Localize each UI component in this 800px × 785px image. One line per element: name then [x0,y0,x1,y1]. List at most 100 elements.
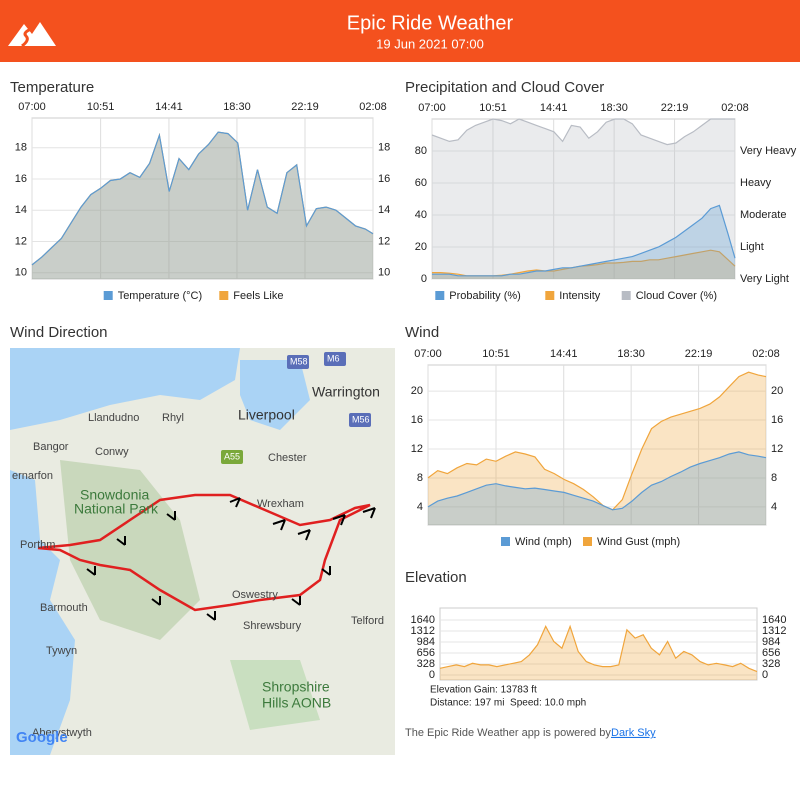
legend-label: Temperature (°C) [118,290,202,302]
map-label: Aberystwyth [32,727,92,739]
x-tick-label: 07:00 [18,101,46,113]
legend-swatch [583,537,592,546]
chart-title: Wind [405,324,439,341]
x-tick-label: 07:00 [414,348,442,360]
map-label: M58 [290,356,308,366]
chart-title: Temperature [10,79,94,96]
legend-swatch [103,291,113,300]
y-tick-label: 18 [15,142,27,154]
series-line [31,131,374,266]
y-tick-label: 12 [411,443,423,455]
series-area [428,451,766,525]
y2-tick-label: Very Light [740,273,789,285]
dark-sky-link[interactable]: Dark Sky [611,727,656,739]
x-tick-label: 02:08 [359,101,387,113]
x-tick-label: 10:51 [479,102,507,114]
y-tick-label: 20 [411,385,423,397]
map-label: Hills AONB [262,695,331,711]
plot-area [31,117,374,280]
legend-swatch [501,537,510,546]
series-area [432,250,735,279]
road-badge [324,352,346,366]
app-title: Epic Ride Weather [347,12,514,34]
series-area [432,119,735,279]
map-label: Liverpool [238,407,295,423]
series-area [440,626,757,680]
legend-label: Intensity [559,290,600,302]
map-title: Wind Direction [10,324,108,341]
y-tick-label-right: 1640 [762,614,786,626]
y-tick-label: 80 [415,145,427,157]
map-label: Shropshire [262,679,330,695]
series-area [32,132,373,279]
x-tick-label: 18:30 [223,101,251,113]
y-tick-label: 60 [415,177,427,189]
y-tick-label-right: 16 [771,414,783,426]
x-tick-label: 14:41 [540,102,568,114]
map-label: Conwy [95,446,129,458]
logo [0,0,62,62]
elevation-gain: Elevation Gain: 13783 ft [430,685,537,696]
y-tick-label-right: 656 [762,647,780,659]
map-label: Warrington [312,384,380,400]
map-label: Chester [268,452,307,464]
y-tick-label: 1312 [411,625,435,637]
y2-tick-label: Very Heavy [740,145,797,157]
legend-label: Feels Like [233,290,283,302]
y-tick-label-right: 8 [771,472,777,484]
y-tick-label: 4 [417,501,423,513]
y-tick-label: 8 [417,472,423,484]
y-tick-label: 14 [15,204,27,216]
legend-label: Wind (mph) [515,536,572,548]
chart-title: Precipitation and Cloud Cover [405,79,604,96]
map-label: A55 [224,451,240,461]
map-label: Snowdonia [80,487,149,503]
header-bar [0,0,800,62]
map-label: M6 [327,353,340,363]
x-tick-label: 22:19 [685,348,713,360]
road-badge [349,413,371,427]
y-tick-label-right: 0 [762,669,768,681]
map-label: Bangor [33,441,69,453]
map-label: Barmouth [40,602,88,614]
distance-speed: Distance: 197 mi Speed: 10.0 mph [430,698,586,709]
map-label: Porthm [20,539,55,551]
y-tick-label: 16 [15,173,27,185]
series-line [431,118,735,146]
map-label: Shrewsbury [243,620,302,632]
y-tick-label: 1640 [411,614,435,626]
y-tick-label-right: 984 [762,636,780,648]
x-tick-label: 22:19 [661,102,689,114]
y-tick-label-right: 10 [378,267,390,279]
y-tick-label-right: 4 [771,501,777,513]
x-tick-label: 02:08 [721,102,749,114]
map-label: Wrexham [257,498,304,510]
y-tick-label: 984 [417,636,435,648]
legend-swatch [545,291,555,300]
y-tick-label: 40 [415,209,427,221]
plot-area [427,364,767,526]
map-label: Tywyn [46,645,77,657]
x-tick-label: 07:00 [418,102,446,114]
y-tick-label: 16 [411,414,423,426]
road-badge [287,355,309,369]
road-badge [221,450,243,464]
series-area [432,205,735,279]
y-tick-label-right: 1312 [762,625,786,637]
y-tick-label: 0 [421,273,427,285]
y-tick-label: 10 [15,267,27,279]
x-tick-label: 14:41 [155,101,183,113]
footer-text: The Epic Ride Weather app is powered by [405,727,611,739]
legend-swatch [621,291,631,300]
legend-label: Wind Gust (mph) [597,536,680,548]
map-label: Llandudno [88,412,139,424]
legend-label: Cloud Cover (%) [636,290,717,302]
map-label: Oswestry [232,589,278,601]
y-tick-label-right: 14 [378,204,390,216]
y2-tick-label: Light [740,241,764,253]
x-tick-label: 18:30 [617,348,645,360]
y2-tick-label: Moderate [740,209,786,221]
series-line [427,371,767,511]
